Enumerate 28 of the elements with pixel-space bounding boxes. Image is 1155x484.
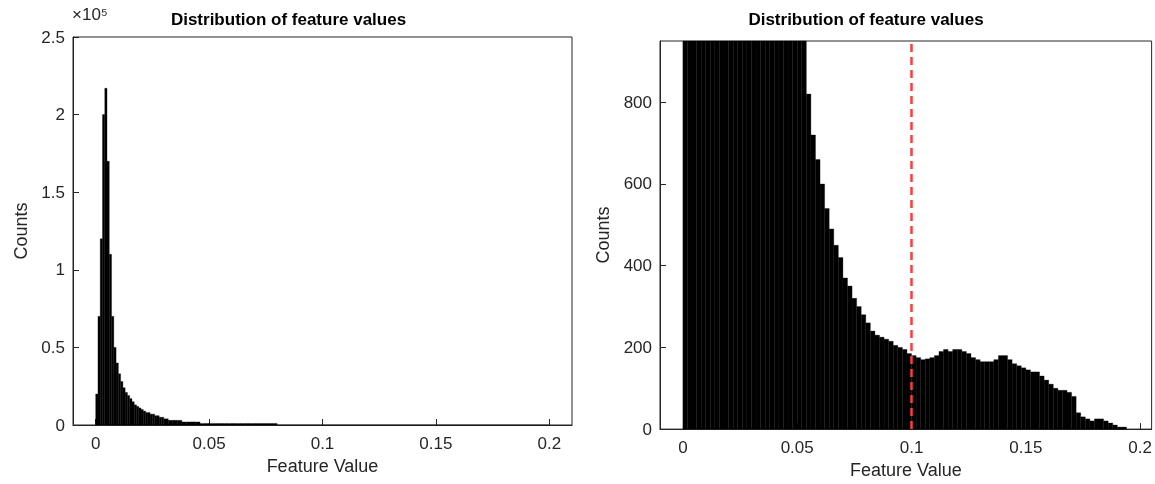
- x-tick-label: 0: [90, 434, 101, 453]
- y-tick-label: 2: [55, 105, 65, 125]
- x-tick-label: 0.05: [780, 438, 814, 458]
- y-tick-label: 2.5: [41, 27, 65, 47]
- x-tick-label: 0.1: [310, 434, 335, 453]
- x-tick-label: 0: [678, 438, 688, 458]
- x-tick-label: 0.2: [537, 434, 562, 453]
- chart-title: Distribution of feature values: [170, 10, 407, 29]
- x-axis-title: Feature Value: [849, 460, 962, 480]
- y-tick-label: 1.5: [41, 182, 65, 202]
- x-tick-label: 0.2: [1128, 438, 1152, 458]
- y-tick-label: 600: [623, 174, 652, 194]
- y-tick-label: 0: [642, 419, 652, 439]
- y-tick-label: 200: [623, 337, 652, 357]
- x-tick-label: 0.15: [1009, 438, 1043, 458]
- y-tick-label: 0.5: [41, 337, 65, 357]
- y-axis-title: Counts: [593, 206, 613, 264]
- y-tick-label: 800: [623, 92, 652, 112]
- text: ×10⁵: [72, 5, 108, 24]
- x-tick-label: 0.15: [419, 434, 453, 453]
- y-tick-label: 400: [623, 256, 652, 276]
- x-tick-label: 0.05: [192, 434, 226, 453]
- x-tick-label: 0.1: [899, 438, 924, 458]
- y-tick-label: 0: [55, 415, 65, 435]
- y-axis-title: Counts: [11, 202, 32, 260]
- chart-title: Distribution of feature values: [748, 10, 984, 29]
- y-tick-label: 1: [55, 260, 65, 280]
- x-axis-title: Feature Value: [266, 455, 379, 476]
